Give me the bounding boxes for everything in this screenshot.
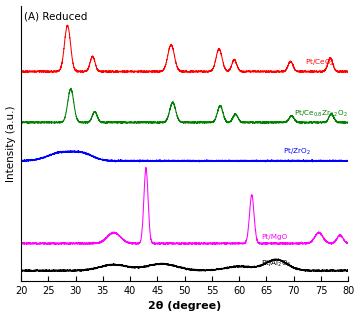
Text: Pt/ZrO$_2$: Pt/ZrO$_2$	[283, 147, 311, 158]
X-axis label: 2θ (degree): 2θ (degree)	[148, 301, 221, 311]
Text: (A) Reduced: (A) Reduced	[25, 11, 88, 21]
Text: Pt/MgO: Pt/MgO	[261, 234, 287, 240]
Text: Pt/CeO$_2$: Pt/CeO$_2$	[305, 58, 334, 68]
Text: Pt/Ce$_{0.8}$Zr$_{0.2}$O$_2$: Pt/Ce$_{0.8}$Zr$_{0.2}$O$_2$	[294, 109, 348, 119]
Y-axis label: Intensity (a.u.): Intensity (a.u.)	[5, 105, 16, 182]
Text: Pt/Al$_2$O$_3$: Pt/Al$_2$O$_3$	[261, 259, 292, 269]
